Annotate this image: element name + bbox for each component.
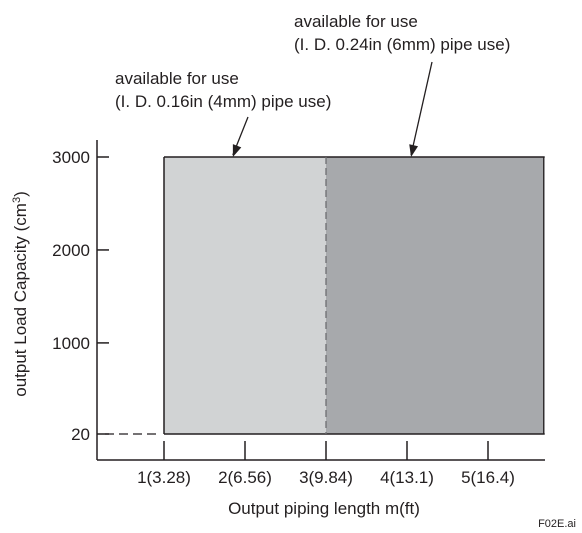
annot-4mm: available for use (I. D. 0.16in (4mm) pip… xyxy=(115,69,331,157)
y-tick-label-1000: 1000 xyxy=(52,334,90,353)
x-tick-label-1: 1(3.28) xyxy=(137,468,191,487)
annot-4mm-arrow-head xyxy=(232,144,242,157)
y-axis-label-close: ) xyxy=(11,191,30,197)
x-axis-label: Output piping length m(ft) xyxy=(228,499,420,518)
y-axis-label-main: output Load Capacity (cm xyxy=(11,203,30,397)
region-2 xyxy=(326,157,545,434)
x-tick-label-3: 3(9.84) xyxy=(299,468,353,487)
y-tick-label-2000: 2000 xyxy=(52,241,90,260)
annot-6mm: available for use (I. D. 0.24in (6mm) pip… xyxy=(294,12,510,157)
axes-layer: 20 1000 2000 3000 1(3.28) 2(6.56) 3(9.84) 4(13.… xyxy=(52,140,545,487)
y-axis-label-sup: 3 xyxy=(11,197,23,203)
figure-id: F02E.ai xyxy=(538,518,576,530)
region-1 xyxy=(164,157,326,434)
x-tick-label-5: 5(16.4) xyxy=(461,468,515,487)
x-tick-label-4: 4(13.1) xyxy=(380,468,434,487)
y-axis-label: output Load Capacity (cm3) xyxy=(11,191,30,397)
annot-6mm-line-1: available for use xyxy=(294,12,418,31)
annot-4mm-line-2: (I. D. 0.16in (4mm) pipe use) xyxy=(115,92,331,111)
annotations-layer: available for use (I. D. 0.16in (4mm) pip… xyxy=(115,12,510,157)
regions-layer xyxy=(105,156,545,435)
annot-6mm-arrow-line xyxy=(410,61,433,156)
y-tick-label-20: 20 xyxy=(71,425,90,444)
annot-6mm-arrow-head xyxy=(409,144,419,157)
annot-4mm-line-1: available for use xyxy=(115,69,239,88)
annot-6mm-line-2: (I. D. 0.24in (6mm) pipe use) xyxy=(294,35,510,54)
y-tick-label-3000: 3000 xyxy=(52,148,90,167)
x-tick-label-2: 2(6.56) xyxy=(218,468,272,487)
